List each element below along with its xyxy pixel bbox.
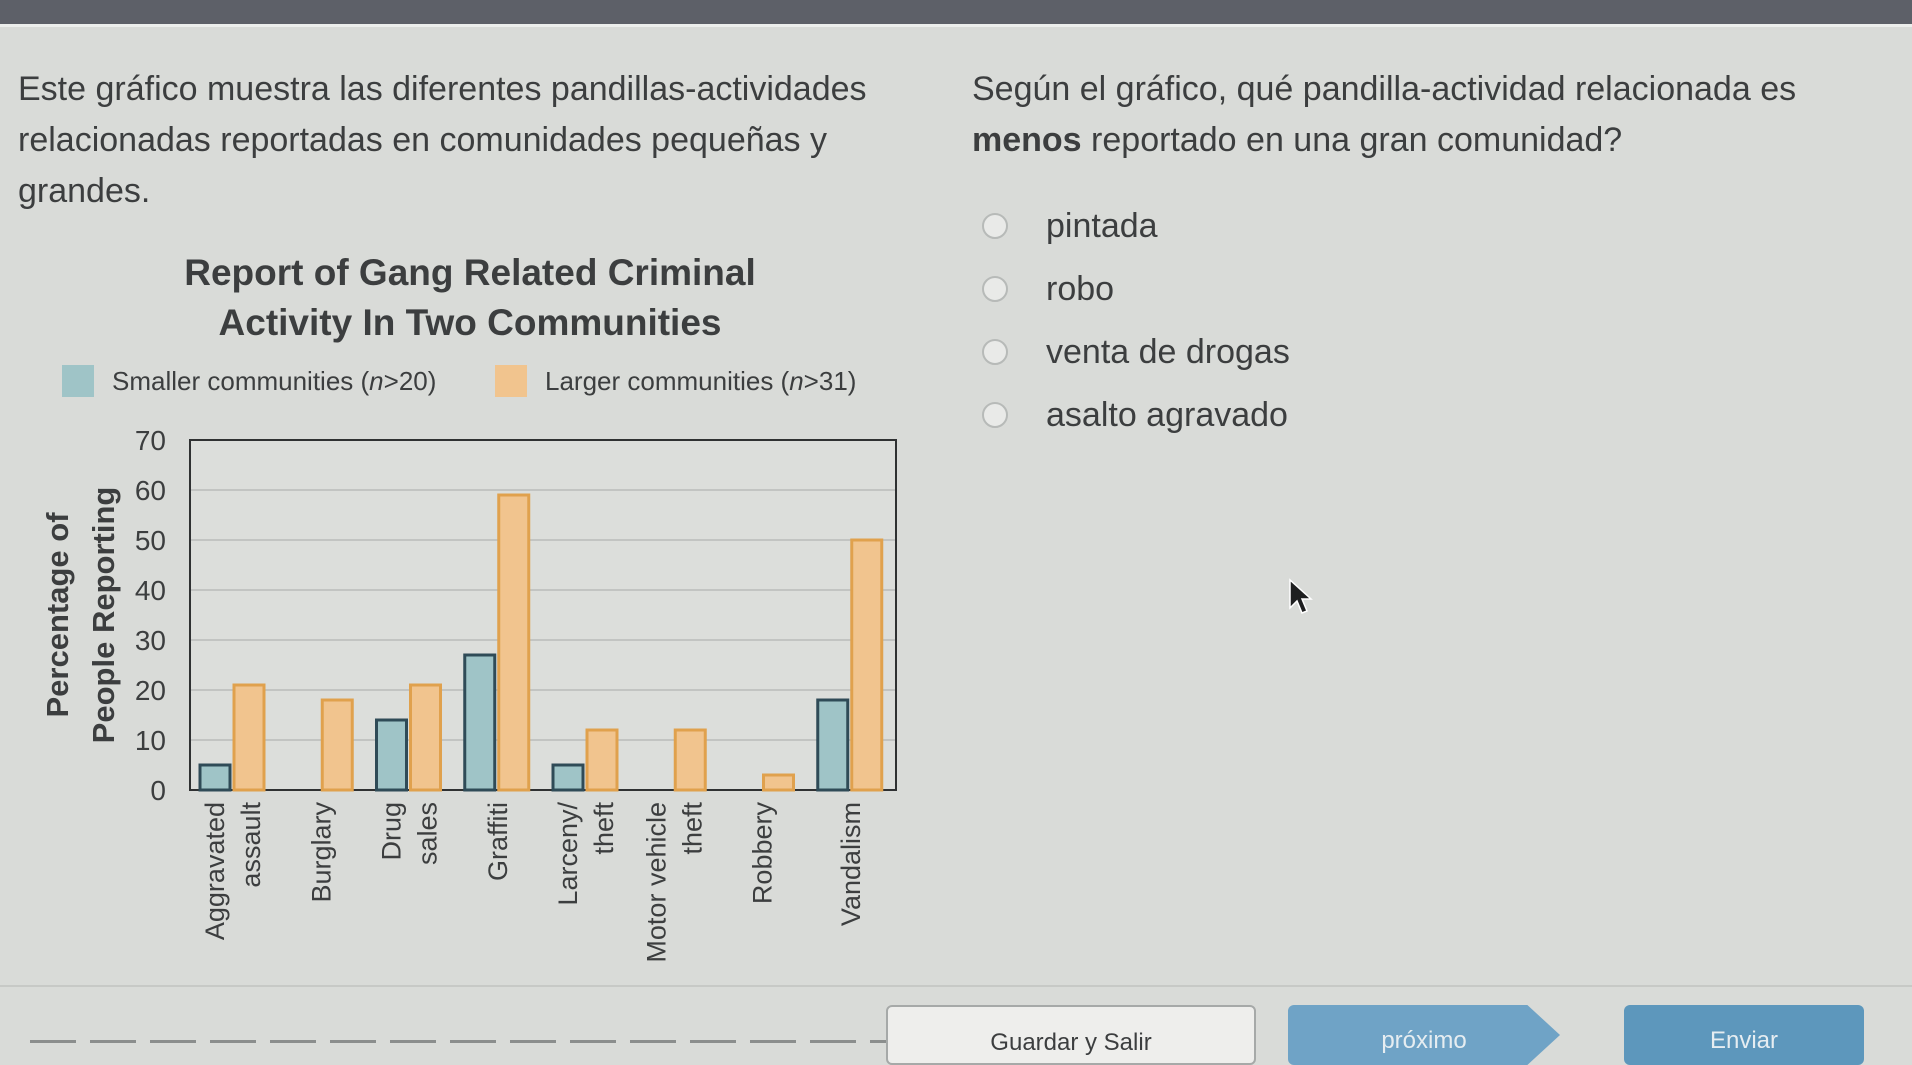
- y-axis-label: Percentage of: [40, 512, 75, 718]
- bar-larger: [762, 773, 795, 792]
- x-tick-label: theft: [677, 802, 707, 855]
- chart-title: Report of Gang Related Criminal Activity…: [184, 252, 756, 343]
- legend-label-larger: Larger communities (n>31): [545, 365, 857, 396]
- y-tick-label: 60: [135, 475, 166, 506]
- bar-larger: [673, 728, 707, 792]
- x-tick-label: theft: [589, 802, 619, 855]
- bar-chart: 0 10 20 30 40 50 60 70 Aggravated assault Burglary…: [40, 425, 897, 963]
- footer-divider: [0, 985, 1912, 987]
- x-tick-label: Drug: [377, 802, 407, 861]
- option-label: pintada: [1046, 206, 1158, 245]
- radio-button[interactable]: [982, 402, 1008, 428]
- option-venta-de-drogas[interactable]: venta de drogas: [982, 332, 1402, 372]
- intro-text: Este gráfico muestra las diferentes pand…: [18, 70, 867, 210]
- top-bar-edge: [0, 24, 1912, 27]
- bar-larger: [850, 538, 884, 792]
- y-tick-label: 50: [135, 525, 166, 556]
- bar-smaller: [816, 698, 850, 792]
- bar-smaller: [198, 763, 232, 792]
- x-tick-label: Aggravated: [200, 802, 230, 940]
- submit-button[interactable]: Enviar: [1624, 1005, 1864, 1065]
- progress-dots: [30, 1040, 930, 1043]
- x-tick-label: sales: [413, 802, 443, 865]
- y-tick-label: 70: [135, 425, 166, 456]
- question-text: Según el gráfico, qué pandilla-actividad…: [972, 64, 1872, 166]
- save-exit-button[interactable]: Guardar y Salir: [886, 1005, 1256, 1065]
- bar-smaller: [375, 718, 408, 792]
- plot-area: [190, 440, 896, 790]
- x-tick-label: Graffiti: [483, 802, 513, 881]
- x-tick-label: Motor vehicle: [641, 802, 671, 963]
- x-tick-label: Larceny/: [553, 802, 583, 906]
- x-tick-label: Vandalism: [836, 802, 866, 926]
- y-axis-label: People Reporting: [86, 487, 121, 744]
- legend-item-larger: Larger communities (n>31): [495, 365, 856, 397]
- plot-border: [189, 439, 897, 791]
- y-tick-label: 20: [135, 675, 166, 706]
- legend-swatch-smaller: [62, 365, 94, 397]
- radio-button[interactable]: [982, 213, 1008, 239]
- y-tick-label: 30: [135, 625, 166, 656]
- x-tick-label: Robbery: [748, 802, 778, 905]
- legend-swatch-larger: [495, 365, 527, 397]
- question-emphasis: menos: [972, 121, 1082, 159]
- bar-larger: [409, 683, 442, 792]
- y-tick-label: 0: [150, 775, 166, 806]
- x-tick-label: Burglary: [306, 802, 336, 903]
- option-label: asalto agravado: [1046, 395, 1288, 434]
- x-tick-label: assault: [236, 802, 266, 888]
- mouse-cursor-icon: [1289, 578, 1313, 614]
- option-label: robo: [1046, 269, 1115, 308]
- question-prefix: Según el gráfico, qué pandilla-actividad…: [972, 70, 1797, 108]
- question-suffix: reportado en una gran comunidad?: [1091, 121, 1623, 159]
- bar-smaller: [463, 653, 497, 792]
- y-tick-label: 40: [135, 575, 166, 606]
- option-asalto-agravado[interactable]: asalto agravado: [982, 395, 1402, 435]
- bar-smaller: [551, 763, 585, 792]
- legend-label-smaller: Smaller communities (n>20): [112, 365, 437, 396]
- radio-button[interactable]: [982, 276, 1008, 302]
- next-button[interactable]: próximo: [1288, 1005, 1560, 1065]
- legend-item-smaller: Smaller communities (n>20): [62, 365, 436, 397]
- option-robo[interactable]: robo: [982, 269, 1402, 309]
- top-bar: [0, 0, 1912, 24]
- bar-larger: [232, 683, 266, 792]
- option-pintada[interactable]: pintada: [982, 206, 1402, 246]
- bar-larger: [320, 698, 354, 792]
- bar-larger: [497, 493, 531, 792]
- option-label: venta de drogas: [1046, 332, 1290, 371]
- y-tick-label: 10: [135, 725, 166, 756]
- radio-button[interactable]: [982, 339, 1008, 365]
- bar-larger: [585, 728, 619, 792]
